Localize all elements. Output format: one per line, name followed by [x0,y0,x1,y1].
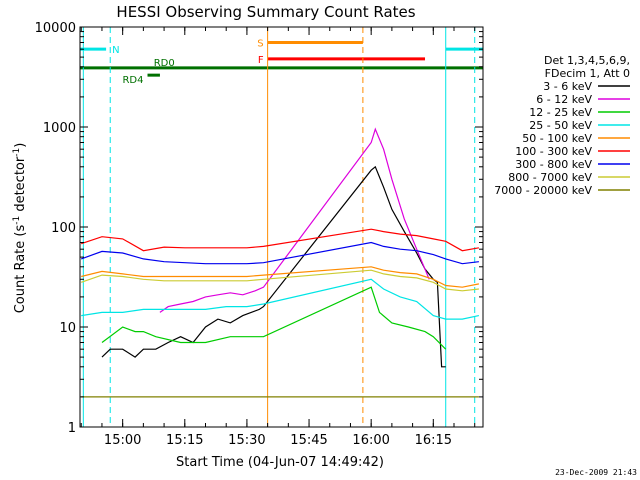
x-axis-ticks: 15:00 15:15 15:30 15:45 16:00 16:15 [80,27,476,448]
chart-title: HESSI Observing Summary Count Rates [116,3,415,21]
legend-label: 7000 - 20000 keV [494,184,592,197]
y-axis-label-part3: ) [13,143,28,148]
legend-label: 12 - 25 keV [529,106,592,119]
legend-label: 300 - 800 keV [515,158,592,171]
y-tick-label: 10000 [35,21,76,36]
x-tick-label: 16:00 [352,433,389,448]
flag-label-n: N [112,45,119,56]
legend-label: 25 - 50 keV [529,119,592,132]
y-axis-label-part1: Count Rate (s [13,225,28,314]
y-tick-label: 1 [68,421,76,436]
series-line [81,269,479,292]
y-tick-label: 1000 [43,121,76,136]
night-markers [82,27,476,427]
x-tick-label: 15:30 [228,433,265,448]
x-tick-label: 15:00 [104,433,141,448]
flag-label-rd0: RD0 [154,58,175,69]
y-axis-label-sup2: -1 [12,148,22,157]
y-axis-ticks: 1 10 100 1000 10000 [35,21,483,436]
series-line [101,165,446,368]
y-axis-label-part2: detector [13,156,28,216]
series-line [81,266,480,288]
series-line [81,228,480,252]
x-axis-label: Start Time (04-Jun-07 14:49:42) [176,455,384,470]
flag-label-f: F [258,55,264,66]
legend-header-line2: FDecim 1, Att 0 [545,67,630,80]
series-line [159,127,430,313]
legend-label: 3 - 6 keV [543,80,592,93]
series-line [80,241,479,265]
footer-date: 23-Dec-2009 21:43 [555,468,637,477]
series-line [81,278,480,320]
legend-label: 6 - 12 keV [536,93,592,106]
flag-bars: N SF RD0 RD4 [80,38,483,86]
plot-frame [79,26,484,428]
x-tick-label: 16:15 [415,433,452,448]
flag-label-rd4: RD4 [122,75,143,86]
legend-label: 800 - 7000 keV [508,171,592,184]
y-tick-label: 100 [51,221,76,236]
flag-label-s: S [257,38,263,49]
legend: Det 1,3,4,5,6,9, FDecim 1, Att 0 3 - 6 k… [494,54,630,197]
data-series [80,127,480,398]
legend-label: 50 - 100 keV [522,132,592,145]
x-tick-label: 15:15 [166,433,203,448]
legend-header-line1: Det 1,3,4,5,6,9, [544,54,630,67]
x-tick-label: 15:45 [290,433,327,448]
y-axis-label-sup1: -1 [12,216,22,225]
y-axis-label: Count Rate (s-1 detector-1) [12,143,28,314]
y-tick-label: 10 [59,321,76,336]
series-line [101,286,447,350]
legend-label: 100 - 300 keV [515,145,592,158]
